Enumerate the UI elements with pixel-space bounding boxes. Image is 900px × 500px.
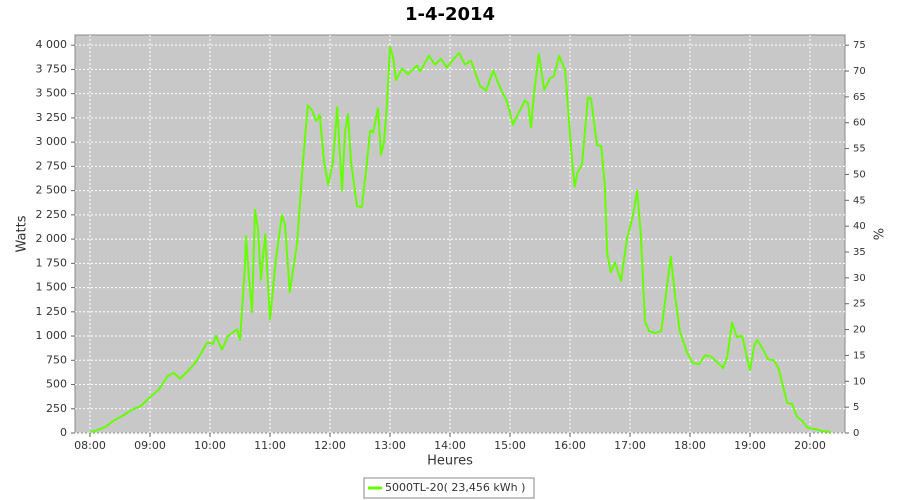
y2-tick-label: 25 (853, 299, 866, 310)
y2-tick-label: 20 (853, 325, 866, 336)
y-tick-label: 3 750 (36, 62, 68, 75)
y-tick-label: 2 000 (36, 232, 68, 245)
y2-tick-label: 70 (853, 66, 866, 77)
legend-box (363, 477, 535, 499)
legend-label: 5000TL-20( 23,456 kWh ) (385, 481, 525, 494)
y-tick-label: 3 500 (36, 87, 68, 100)
y2-tick-label: 45 (853, 195, 866, 206)
y2-axis-title: % (873, 228, 888, 240)
x-tick-label: 15:00 (494, 439, 526, 452)
y2-tick-label: 15 (853, 350, 866, 361)
y-tick-label: 2 250 (36, 208, 68, 221)
x-tick-label: 12:00 (314, 439, 346, 452)
series-line (89, 46, 832, 433)
x-tick-label: 08:00 (74, 439, 106, 452)
y-tick-label: 1 750 (36, 256, 68, 269)
x-tick-label: 20:00 (794, 439, 826, 452)
y2-tick-label: 50 (853, 169, 866, 180)
x-tick-label: 17:00 (614, 439, 646, 452)
x-tick-label: 19:00 (734, 439, 766, 452)
y2-tick-label: 10 (853, 376, 866, 387)
y-tick-label: 0 (60, 426, 67, 439)
y2-tick-label: 35 (853, 247, 866, 258)
y-tick-label: 3 000 (36, 135, 68, 148)
y2-tick-label: 60 (853, 118, 866, 129)
y-tick-label: 2 750 (36, 159, 68, 172)
chart-title: 1-4-2014 (405, 4, 495, 25)
y-tick-label: 750 (46, 353, 67, 366)
y-tick-label: 2 500 (36, 184, 68, 197)
y-tick-label: 1 000 (36, 329, 68, 342)
x-tick-label: 13:00 (374, 439, 406, 452)
y2-tick-label: 40 (853, 221, 866, 232)
y-tick-label: 3 250 (36, 111, 68, 124)
x-tick-label: 11:00 (254, 439, 286, 452)
y-tick-label: 500 (46, 378, 67, 391)
x-tick-label: 14:00 (434, 439, 466, 452)
y-tick-label: 1 500 (36, 281, 68, 294)
y-tick-label: 250 (46, 402, 67, 415)
y2-tick-label: 0 (853, 428, 859, 439)
x-tick-label: 09:00 (134, 439, 166, 452)
x-axis-title: Heures (427, 454, 473, 469)
x-tick-label: 16:00 (554, 439, 586, 452)
y-tick-label: 4 000 (36, 38, 68, 51)
y-tick-label: 1 250 (36, 305, 68, 318)
x-tick-label: 10:00 (194, 439, 226, 452)
y2-tick-label: 55 (853, 144, 866, 155)
y-axis-title: Watts (15, 215, 30, 252)
y2-tick-label: 5 (853, 402, 859, 413)
y2-tick-label: 75 (853, 40, 866, 51)
x-tick-label: 18:00 (674, 439, 706, 452)
y2-tick-label: 65 (853, 92, 866, 103)
y2-tick-label: 30 (853, 273, 866, 284)
plot-area (74, 34, 846, 434)
